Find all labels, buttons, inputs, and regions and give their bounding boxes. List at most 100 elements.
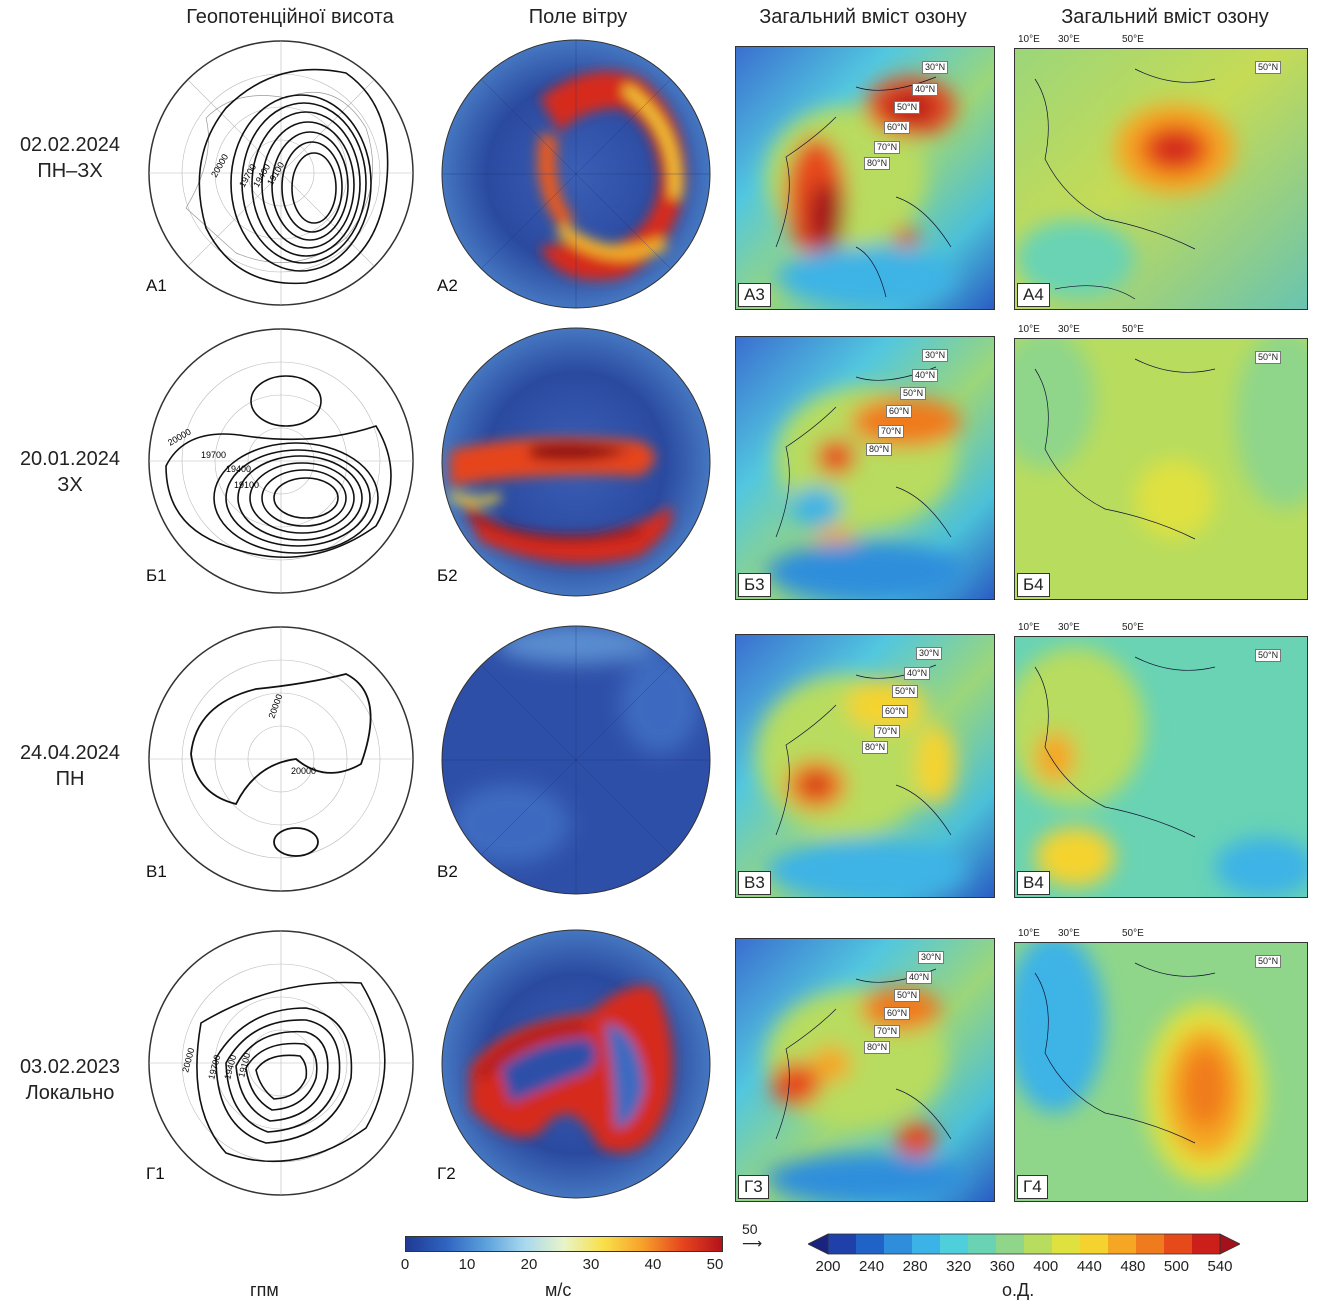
latitude-tag-50n: 50°N xyxy=(1255,351,1282,364)
panel-label-a2: А2 xyxy=(437,276,458,295)
latitude-tag: 50°N xyxy=(900,387,927,400)
lon-tag: 10°E xyxy=(1018,34,1040,45)
latitude-tag: 70°N xyxy=(874,1025,901,1038)
latitude-tag: 40°N xyxy=(904,667,931,680)
panel-label-g1: Г1 xyxy=(146,1164,165,1183)
ozone-tick-label: 360 xyxy=(989,1258,1015,1275)
lon-tag: 10°E xyxy=(1018,324,1040,335)
row-date-v: 24.04.2024 ПН xyxy=(0,740,140,792)
panel-label-a1: А1 xyxy=(146,276,167,295)
latitude-tag: 50°N xyxy=(892,685,919,698)
lon-tag: 50°E xyxy=(1122,324,1144,335)
lon-tag: 50°E xyxy=(1122,928,1144,939)
wind-tick-label: 40 xyxy=(644,1256,662,1273)
lon-tag: 50°E xyxy=(1122,34,1144,45)
row-date: 02.02.2024 xyxy=(19,134,121,156)
vector-ref-value: 50 xyxy=(742,1221,758,1237)
latitude-tag: 60°N xyxy=(886,405,913,418)
lon-tag: 30°E xyxy=(1058,622,1080,633)
ozone-map-b3: 30°N 40°N 50°N 60°N 70°N 80°N Б3 xyxy=(735,336,995,600)
wind-tick-label: 0 xyxy=(400,1256,410,1273)
colorbar-frame xyxy=(827,1233,1221,1255)
panel-label-v4: В4 xyxy=(1017,871,1050,895)
row-date-a: 02.02.2024 ПН–ЗХ xyxy=(0,132,140,184)
panel-label-b2: Б2 xyxy=(437,566,458,585)
latitude-tag: 40°N xyxy=(912,369,939,382)
lon-tag: 30°E xyxy=(1058,34,1080,45)
ozone-tick-label: 280 xyxy=(902,1258,928,1275)
row-type: ПН xyxy=(55,768,85,790)
panel-label-b1: Б1 xyxy=(146,566,167,585)
latitude-tag: 80°N xyxy=(864,157,891,170)
ozone-tick-label: 240 xyxy=(859,1258,885,1275)
latitude-tag: 80°N xyxy=(864,1041,891,1054)
colorbar-segment xyxy=(996,1234,1025,1254)
ozone-map-b4: 50°N Б4 xyxy=(1014,338,1308,600)
latitude-tag: 50°N xyxy=(894,101,921,114)
latitude-tag: 40°N xyxy=(912,83,939,96)
lon-tag: 10°E xyxy=(1018,622,1040,633)
ozone-unit: о.Д. xyxy=(1002,1280,1035,1300)
ozone-map-a4: 50°N А4 xyxy=(1014,48,1308,310)
row-type: ПН–ЗХ xyxy=(37,160,103,182)
colorbar-segment xyxy=(940,1234,969,1254)
colorbar-segment xyxy=(1052,1234,1081,1254)
contour-label: 19400 xyxy=(226,464,251,474)
ozone-tick-label: 440 xyxy=(1076,1258,1102,1275)
latitude-tag: 30°N xyxy=(916,647,943,660)
contour-label: 19700 xyxy=(201,450,226,460)
wind-map-b2 xyxy=(441,327,711,597)
ozone-colorbar-ticks: 200 240 280 320 360 400 440 480 500 540 xyxy=(815,1258,1232,1278)
column-title-wind: Поле вітру xyxy=(528,6,628,28)
geopotential-unit: гпм xyxy=(250,1280,279,1300)
latitude-tag: 80°N xyxy=(866,443,893,456)
row-date: 20.01.2024 xyxy=(19,448,121,470)
colorbar-segment xyxy=(1192,1234,1221,1254)
wind-map-g2 xyxy=(441,929,711,1199)
geopotential-map-b1: 20000 19700 19400 19100 xyxy=(148,328,414,594)
latitude-tag: 30°N xyxy=(922,349,949,362)
latitude-tag: 70°N xyxy=(874,141,901,154)
row-type: ЗХ xyxy=(57,474,83,496)
colorbar-segment xyxy=(1164,1234,1193,1254)
vector-arrow-icon: ⟶ xyxy=(742,1235,763,1251)
latitude-tag: 30°N xyxy=(922,61,949,74)
panel-label-g3: Г3 xyxy=(738,1175,769,1199)
colorbar-segment xyxy=(1136,1234,1165,1254)
lon-tag: 50°E xyxy=(1122,622,1144,633)
lon-tag: 10°E xyxy=(1018,928,1040,939)
ozone-map-a3: 30°N 40°N 50°N 60°N 70°N 80°N А3 xyxy=(735,46,995,310)
wind-vector-reference: 50 ⟶ xyxy=(742,1222,762,1250)
row-date-g: 03.02.2023 Локально xyxy=(0,1054,140,1106)
latitude-tag: 30°N xyxy=(918,951,945,964)
ozone-map-g4: 50°N Г4 xyxy=(1014,942,1308,1202)
colorbar-segment xyxy=(828,1234,857,1254)
colorbar-segment xyxy=(1219,1233,1240,1255)
wind-map-a2 xyxy=(441,39,711,309)
row-date: 24.04.2024 xyxy=(19,742,121,764)
ozone-tick-label: 400 xyxy=(1033,1258,1059,1275)
latitude-tag: 80°N xyxy=(862,741,889,754)
colorbar-segment xyxy=(968,1234,997,1254)
panel-label-v2: В2 xyxy=(437,862,458,881)
row-date-b: 20.01.2024 ЗХ xyxy=(0,446,140,498)
panel-label-g2: Г2 xyxy=(437,1164,456,1183)
ozone-colorbar xyxy=(808,1233,1240,1255)
panel-label-b3: Б3 xyxy=(738,573,771,597)
ozone-tick-label: 200 xyxy=(815,1258,841,1275)
wind-colorbar-ticks: 0 10 20 30 40 50 xyxy=(401,1256,724,1276)
latitude-tag: 60°N xyxy=(884,121,911,134)
contour-label: 19100 xyxy=(234,480,259,490)
column-title-geopotential: Геопотенційної висота xyxy=(186,6,394,28)
latitude-tag-50n: 50°N xyxy=(1255,61,1282,74)
colorbar-segment xyxy=(884,1234,913,1254)
wind-unit: м/с xyxy=(545,1280,572,1300)
latitude-tag-50n: 50°N xyxy=(1255,955,1282,968)
geopotential-map-g1: 20000 19700 19400 19100 xyxy=(148,930,414,1196)
colorbar-segment xyxy=(1024,1234,1053,1254)
wind-tick-label: 10 xyxy=(458,1256,476,1273)
latitude-tag-50n: 50°N xyxy=(1255,649,1282,662)
wind-colorbar xyxy=(405,1236,723,1252)
wind-tick-label: 30 xyxy=(582,1256,600,1273)
lon-tag: 30°E xyxy=(1058,928,1080,939)
